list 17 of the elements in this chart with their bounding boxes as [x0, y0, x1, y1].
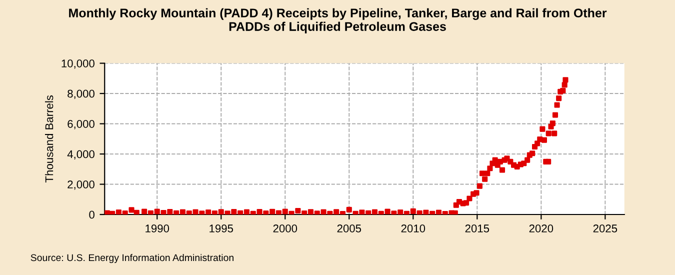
y-tick-label: 4,000: [67, 150, 94, 160]
x-tick-label: 2020: [529, 224, 554, 232]
x-tick-label: 2010: [401, 224, 426, 232]
y-tick-label: 2,000: [68, 180, 94, 190]
y-axis-title: Thousand Barrels: [45, 95, 54, 182]
source-note: Source: U.S. Energy Information Administration: [30, 254, 234, 264]
chart-title: Monthly Rocky Mountain (PADD 4) Receipts by Pipeline, Tanker, Barge and Rail from Other PADDs of Liquified Petroleum Gases: [69, 8, 607, 34]
x-tick-label: 2015: [465, 224, 490, 232]
x-tick-label: 1995: [210, 224, 234, 232]
y-tick-label: 0: [89, 210, 94, 219]
x-tick-label: 1990: [146, 224, 170, 232]
x-tick-label: 2000: [273, 224, 298, 232]
y-tick-label: 8,000: [68, 90, 94, 99]
x-tick-label: 2025: [593, 224, 618, 232]
y-tick-label: 6,000: [68, 120, 94, 130]
y-tick-label: 10,000: [62, 60, 94, 69]
x-tick-label: 2005: [337, 224, 362, 232]
